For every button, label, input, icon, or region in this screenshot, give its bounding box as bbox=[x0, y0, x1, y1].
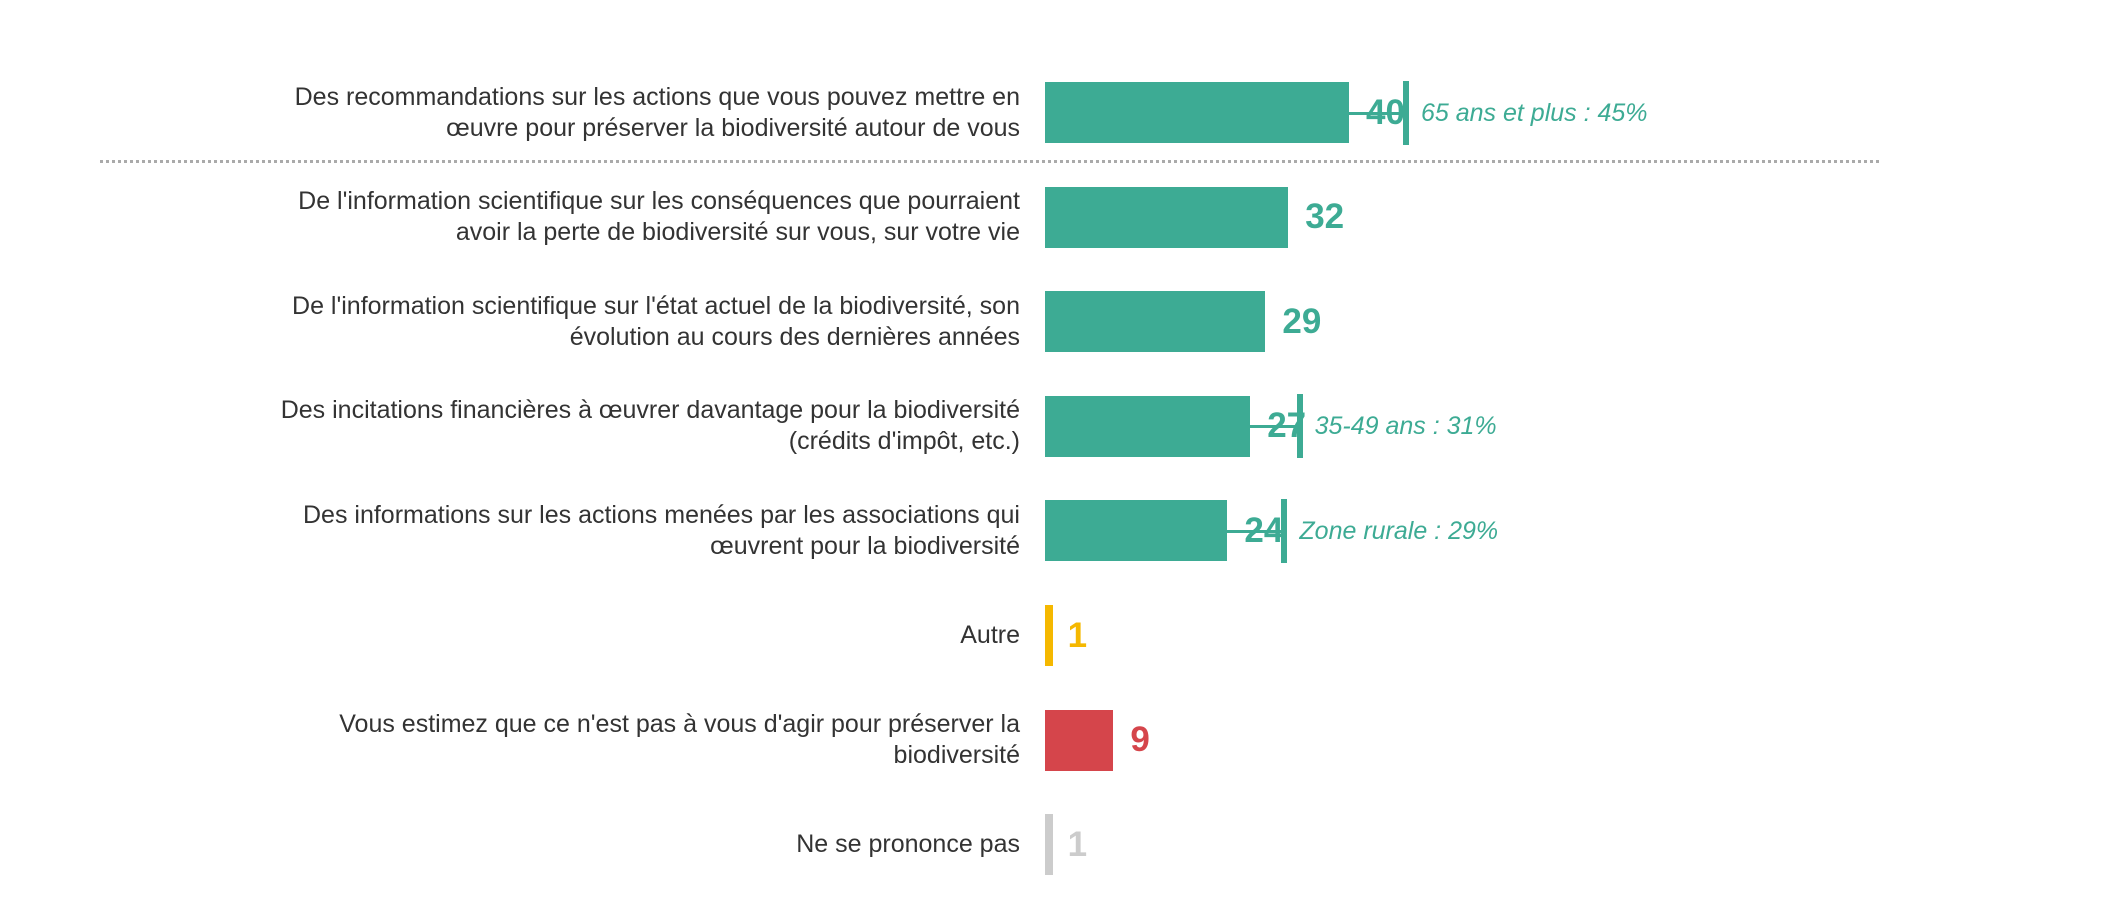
category-label-line: Des informations sur les actions menées … bbox=[302, 500, 1020, 529]
bar bbox=[1045, 709, 1114, 771]
category-label-line: Vous estimez que ce n'est pas à vous d'a… bbox=[339, 710, 1020, 739]
category-label-line: De l'information scientifique sur les co… bbox=[298, 187, 1020, 216]
value-label: 1 bbox=[1067, 615, 1088, 655]
annotation-text: 65 ans et plus : 45% bbox=[1421, 98, 1648, 127]
bar bbox=[1045, 186, 1289, 248]
category-label-line: Autre bbox=[960, 621, 1020, 649]
category-label: Vous estimez que ce n'est pas à vous d'a… bbox=[120, 709, 1020, 771]
category-label-line: biodiversité bbox=[893, 741, 1020, 770]
category-label-line: Des incitations financières à œuvrer dav… bbox=[280, 396, 1020, 425]
value-label: 29 bbox=[1282, 301, 1322, 341]
category-label-line: Des recommandations sur les actions que … bbox=[294, 82, 1020, 111]
value-label: 9 bbox=[1130, 720, 1150, 760]
category-label-line: évolution au cours des dernières années bbox=[569, 322, 1020, 351]
annotation-text: Zone rurale : 29% bbox=[1299, 516, 1499, 545]
category-label-line: œuvrent pour la biodiversité bbox=[710, 531, 1020, 560]
annotation-line bbox=[1158, 529, 1282, 533]
category-label: Des informations sur les actions menées … bbox=[120, 500, 1020, 562]
category-label: Ne se prononce pas bbox=[120, 829, 1020, 860]
annotation-text: 35-49 ans : 31% bbox=[1314, 412, 1497, 441]
category-label: Autre bbox=[120, 620, 1020, 651]
category-label-line: œuvre pour préserver la biodiversité aut… bbox=[446, 113, 1020, 142]
annotation-tick bbox=[1281, 498, 1288, 563]
category-label-line: Ne se prononce pas bbox=[796, 830, 1020, 859]
annotation-tick bbox=[1403, 80, 1409, 145]
value-label: 1 bbox=[1067, 824, 1088, 864]
bar bbox=[1045, 291, 1266, 353]
category-label: De l'information scientifique sur l'état… bbox=[120, 291, 1020, 353]
annotation-line bbox=[1280, 111, 1403, 115]
category-label-line: (crédits d'impôt, etc.) bbox=[788, 427, 1020, 456]
value-label: 32 bbox=[1305, 197, 1345, 237]
separator-line bbox=[100, 160, 1879, 163]
annotation-line bbox=[1173, 425, 1297, 429]
annotation-tick bbox=[1296, 394, 1303, 459]
bar bbox=[1045, 814, 1053, 876]
category-label: Des incitations financières à œuvrer dav… bbox=[120, 395, 1020, 457]
category-label: De l'information scientifique sur les co… bbox=[120, 186, 1020, 248]
category-label: Des recommandations sur les actions que … bbox=[120, 82, 1020, 144]
bar bbox=[1045, 605, 1053, 666]
category-label-line: De l'information scientifique sur l'état… bbox=[292, 291, 1020, 320]
category-label-line: avoir la perte de biodiversité sur vous,… bbox=[455, 218, 1020, 247]
